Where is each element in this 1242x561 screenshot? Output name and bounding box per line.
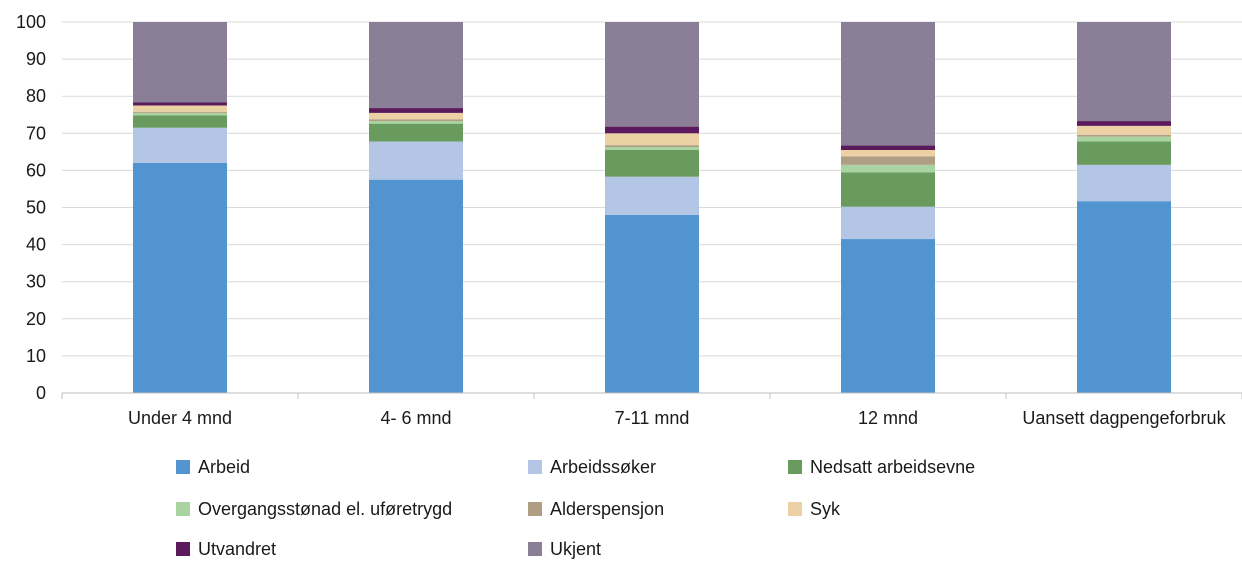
- y-tick-label: 90: [26, 49, 46, 69]
- bar-segment: [369, 123, 463, 142]
- bar-segment: [605, 149, 699, 177]
- legend-swatch: [176, 542, 190, 556]
- bar-segment: [369, 112, 463, 120]
- bar-segment: [369, 108, 463, 113]
- bar-segment: [1077, 164, 1171, 202]
- bar-segment: [369, 119, 463, 122]
- y-tick-label: 20: [26, 309, 46, 329]
- bar-segment: [1077, 136, 1171, 142]
- bar-segment: [133, 102, 227, 106]
- bar-segment: [605, 147, 699, 150]
- y-tick-label: 70: [26, 123, 46, 143]
- y-tick-label: 10: [26, 346, 46, 366]
- legend-item-syk: Syk: [788, 497, 840, 521]
- bar-segment: [133, 22, 227, 103]
- legend-swatch: [176, 460, 190, 474]
- bar-segment: [841, 164, 935, 173]
- legend-swatch: [176, 502, 190, 516]
- x-tick-label: Uansett dagpengeforbruk: [1022, 408, 1226, 428]
- bar-segment: [133, 105, 227, 112]
- x-tick-label: 4- 6 mnd: [380, 408, 451, 428]
- bar-segment: [841, 172, 935, 207]
- bar-segment: [133, 111, 227, 113]
- bar-segment: [369, 141, 463, 180]
- bar-segment: [1077, 121, 1171, 126]
- bar-segment: [605, 133, 699, 146]
- bar-segment: [369, 121, 463, 124]
- bar-segment: [133, 127, 227, 163]
- bar-segment: [1077, 125, 1171, 135]
- axes: 0 10 20 30 40 50 60 70 80 90 100 Under 4 mnd 4- 6 mn…: [16, 12, 1242, 428]
- bar-segment: [605, 145, 699, 148]
- legend-item-overgangsstonad: Overgangsstønad el. uføretrygd: [176, 497, 452, 521]
- legend-label: Ukjent: [550, 538, 602, 559]
- bar-segment: [841, 22, 935, 146]
- bars: [133, 22, 1171, 393]
- bar-segment: [369, 22, 463, 109]
- bar-segment: [369, 179, 463, 393]
- legend-item-arbeidssoker: Arbeidssøker: [528, 455, 656, 479]
- legend-swatch: [788, 502, 802, 516]
- y-tick-label: 100: [16, 12, 46, 32]
- legend-swatch: [528, 542, 542, 556]
- legend-label: Arbeidssøker: [550, 456, 657, 477]
- legend-label: Nedsatt arbeidsevne: [810, 456, 976, 477]
- bar-segment: [1077, 141, 1171, 165]
- legend-swatch: [788, 460, 802, 474]
- bar-segment: [841, 156, 935, 165]
- legend-label: Alderspensjon: [550, 498, 665, 519]
- bar-segment: [1077, 22, 1171, 122]
- bar-segment: [841, 149, 935, 157]
- legend-label: Overgangsstønad el. uføretrygd: [198, 498, 453, 519]
- legend-label: Arbeid: [198, 456, 251, 477]
- y-tick-label: 80: [26, 86, 46, 106]
- bar-segment: [841, 206, 935, 240]
- legend-item-arbeid: Arbeid: [176, 455, 250, 479]
- bar-segment: [841, 239, 935, 393]
- bar-segment: [133, 112, 227, 116]
- bar-segment: [1077, 201, 1171, 393]
- legend-item-alderspensjon: Alderspensjon: [528, 497, 664, 521]
- bar-segment: [605, 126, 699, 134]
- bar-segment: [605, 176, 699, 215]
- bar-segment: [841, 145, 935, 150]
- y-tick-label: 50: [26, 198, 46, 218]
- bar-segment: [605, 214, 699, 393]
- bar-segment: [133, 115, 227, 128]
- bar-segment: [605, 22, 699, 127]
- legend-label: Syk: [810, 498, 841, 519]
- legend-swatch: [528, 502, 542, 516]
- x-tick-label: 12 mnd: [858, 408, 918, 428]
- legend-item-ukjent: Ukjent: [528, 537, 601, 561]
- y-tick-label: 40: [26, 235, 46, 255]
- bar-segment: [133, 162, 227, 393]
- legend-label: Utvandret: [198, 538, 277, 559]
- y-tick-label: 0: [36, 383, 46, 403]
- legend-item-utvandret: Utvandret: [176, 537, 276, 561]
- stacked-bar-chart: 0 10 20 30 40 50 60 70 80 90 100 Under 4 mnd 4- 6 mn…: [16, 12, 1242, 428]
- x-tick-label: 7-11 mnd: [615, 408, 690, 428]
- y-tick-label: 30: [26, 272, 46, 292]
- y-tick-label: 60: [26, 160, 46, 180]
- legend-item-nedsatt-arbeidsevne: Nedsatt arbeidsevne: [788, 455, 975, 479]
- bar-segment: [1077, 134, 1171, 137]
- legend-swatch: [528, 460, 542, 474]
- x-tick-label: Under 4 mnd: [128, 408, 232, 428]
